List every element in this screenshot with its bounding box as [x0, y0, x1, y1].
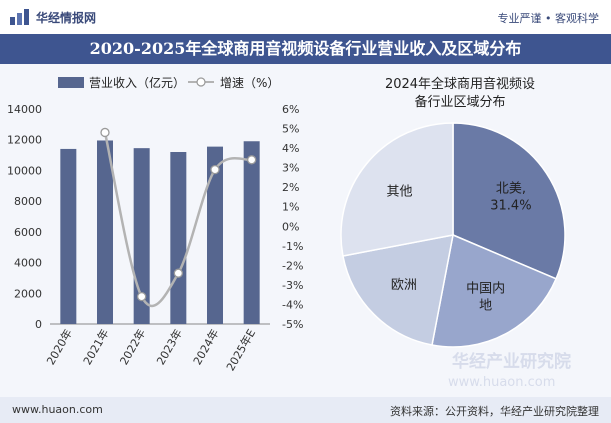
- y-left-tick-label: 4000: [14, 257, 42, 270]
- growth-point: [100, 127, 110, 138]
- growth-point: [210, 164, 220, 175]
- bar: [60, 148, 77, 324]
- title-bar: 2020-2025年全球商用音视频设备行业营业收入及区域分布: [0, 34, 611, 64]
- pie-title-line-1: 2024年全球商用音视频设: [385, 76, 535, 92]
- pie-title-line-2: 备行业区域分布: [414, 94, 505, 110]
- legend-line-marker: [196, 77, 206, 87]
- legend-bar-label: 营业收入（亿元）: [89, 75, 185, 90]
- x-tick-label: 2021年: [80, 327, 112, 368]
- pie-slice: [340, 122, 454, 257]
- pie-label: 北美,: [496, 182, 526, 197]
- bar-chart-marks: [60, 140, 260, 324]
- footer-url: www.huaon.com: [12, 403, 103, 416]
- pie-slice: [342, 234, 454, 346]
- watermark-url: www.huaon.com: [448, 375, 555, 390]
- x-tick-label: 2024年: [190, 327, 222, 368]
- x-tick-label: 2025年E: [223, 326, 258, 373]
- pie-label: 欧洲: [391, 278, 417, 293]
- y-left-tick-label: 10000: [7, 164, 42, 177]
- legend-line-label: 增速（%）: [220, 76, 279, 90]
- bar: [243, 141, 260, 324]
- y-right-tick-label: 1%: [282, 201, 299, 214]
- chart-area: 华经产业研究院 www.huaon.com 营业收入（亿元） 增速（%） 020…: [7, 75, 571, 390]
- growth-point: [247, 155, 257, 165]
- growth-line: [103, 132, 252, 307]
- pie-slice: [452, 122, 566, 280]
- top-bar: 华经情报网 专业严谨 • 客观科学: [0, 0, 611, 34]
- y-left-tick-label: 6000: [14, 226, 42, 239]
- pie-value-label: 31.4%: [490, 199, 531, 214]
- pie-label: 地: [479, 298, 492, 313]
- pie-label: 中国内: [466, 280, 505, 296]
- page-title: 2020-2025年全球商用音视频设备行业营业收入及区域分布: [89, 39, 522, 58]
- y-left-tick-label: 2000: [14, 287, 42, 300]
- x-tick-label: 2020年: [43, 327, 75, 368]
- y-left-tick-label: 8000: [14, 195, 42, 208]
- y-right-tick-label: 2%: [282, 181, 299, 194]
- y-right-tick-label: 4%: [282, 142, 299, 155]
- x-tick-label: 2023年: [153, 327, 185, 368]
- pie-slice: [431, 233, 558, 348]
- watermark-text: 华经产业研究院: [452, 351, 571, 372]
- bar: [207, 146, 223, 324]
- pie-label: 其他: [386, 185, 412, 200]
- y-right-tick-label: -5%: [282, 318, 303, 331]
- y-left-tick-label: 0: [35, 318, 42, 331]
- brand-logo-icon: [10, 9, 29, 25]
- y-left-tick-label: 14000: [7, 103, 42, 116]
- y-right-tick-label: -3%: [282, 279, 303, 292]
- bar: [133, 148, 150, 324]
- growth-point: [173, 268, 183, 278]
- y-right-tick-label: 5%: [282, 123, 299, 136]
- slogan: 专业严谨 • 客观科学: [497, 12, 599, 25]
- y-right-tick-label: 0%: [282, 220, 299, 233]
- bar-chart-axes: 0 2000 4000 6000 8000 10000 12000 14000 -5% -4% -3…: [7, 103, 303, 373]
- legend-bar-swatch: [58, 77, 84, 88]
- y-right-tick-label: 3%: [282, 162, 299, 175]
- bar: [97, 140, 113, 324]
- footer-source: 资料来源：公开资料，华经产业研究院整理: [390, 405, 599, 418]
- growth-line-marks: [100, 127, 257, 307]
- y-right-tick-label: 6%: [282, 103, 299, 116]
- footer: www.huaon.com 资料来源：公开资料，华经产业研究院整理: [0, 397, 611, 423]
- y-right-tick-label: -2%: [282, 259, 303, 272]
- y-right-tick-label: -4%: [282, 298, 303, 311]
- y-left-tick-label: 12000: [7, 134, 42, 147]
- bar-chart-legend: 营业收入（亿元） 增速（%）: [58, 75, 279, 90]
- x-tick-label: 2022年: [117, 327, 149, 368]
- bar: [170, 152, 187, 324]
- y-right-tick-label: -1%: [282, 240, 303, 253]
- brand-name: 华经情报网: [36, 11, 97, 25]
- growth-point: [137, 291, 147, 302]
